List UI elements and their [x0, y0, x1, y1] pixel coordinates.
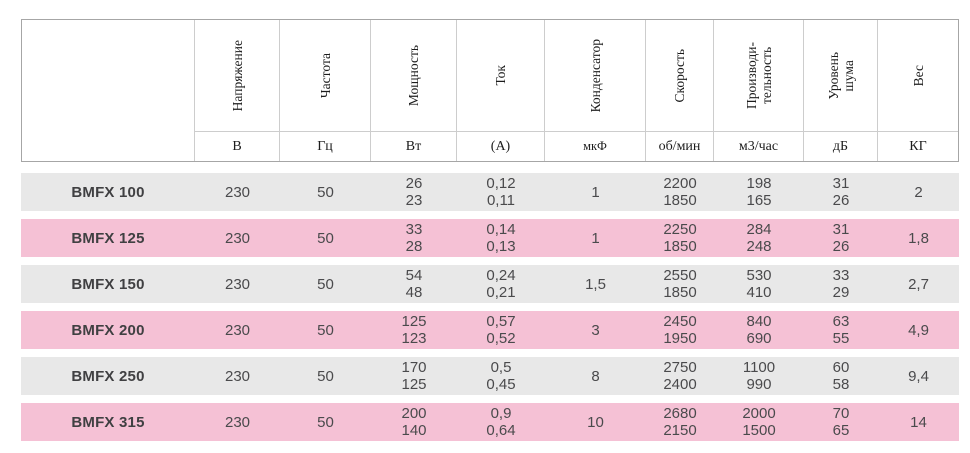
unit-frequency: Гц — [280, 132, 371, 161]
column-header-weight: Вес — [878, 20, 958, 132]
column-header-current: Ток — [457, 20, 545, 132]
bmfx-spec-table: Напряжение Частота Мощность Ток Конденса… — [21, 19, 959, 449]
value-cell: 2450 1950 — [663, 313, 697, 347]
unit-capacitor: мкФ — [545, 132, 646, 161]
table-row-bmfx-125: BMFX 125 230 50 33 28 0,14 0,13 1 2250 1… — [21, 219, 959, 257]
column-header-label: Ток — [493, 65, 508, 86]
value-cell: 10 — [587, 413, 604, 431]
value-cell: 0,5 0,45 — [486, 359, 516, 393]
value-cell: 50 — [317, 275, 334, 293]
column-header-label: Вес — [910, 64, 926, 87]
value-cell: 200 140 — [401, 405, 427, 439]
value-cell: 31 26 — [832, 221, 850, 255]
value-cell: 1100 990 — [742, 359, 776, 393]
column-header-label: Конденсатор — [587, 38, 603, 113]
column-header-airflow: Производи- тельность — [714, 20, 804, 132]
value-cell: 2680 2150 — [663, 405, 697, 439]
value-cell: 63 55 — [832, 313, 850, 347]
value-cell: 8 — [591, 367, 600, 385]
value-cell: 4,9 — [908, 321, 929, 339]
value-cell: 31 26 — [832, 175, 850, 209]
value-cell: 230 — [224, 183, 251, 201]
value-cell: 230 — [224, 229, 251, 247]
column-header-label: Уровень шума — [825, 51, 856, 100]
unit-noise: дБ — [804, 132, 878, 161]
value-cell: 2750 2400 — [663, 359, 697, 393]
value-cell: 1,5 — [585, 275, 606, 293]
value-cell: 14 — [910, 413, 927, 431]
value-cell: 0,24 0,21 — [486, 267, 516, 301]
value-cell: 2 — [914, 183, 923, 201]
unit-weight: КГ — [909, 138, 927, 154]
column-header-label: Напряжение — [229, 39, 245, 112]
model-cell: BMFX 150 — [71, 275, 145, 293]
value-cell: 2,7 — [908, 275, 929, 293]
model-cell: BMFX 125 — [71, 229, 145, 247]
column-header-label: Мощность — [406, 44, 421, 107]
model-cell: BMFX 200 — [71, 321, 145, 339]
model-cell: BMFX 315 — [71, 413, 145, 431]
value-cell: 0,14 0,13 — [486, 221, 516, 255]
value-cell: 230 — [224, 367, 251, 385]
table-header: Напряжение Частота Мощность Ток Конденса… — [21, 19, 959, 162]
value-cell: 0,57 0,52 — [486, 313, 516, 347]
value-cell: 50 — [317, 183, 334, 201]
value-cell: 1 — [591, 229, 600, 247]
column-header-speed: Скорость — [646, 20, 714, 132]
value-cell: 60 58 — [832, 359, 850, 393]
value-cell: 230 — [224, 413, 251, 431]
value-cell: 2200 1850 — [663, 175, 697, 209]
value-cell: 2250 1850 — [663, 221, 697, 255]
value-cell: 530 410 — [746, 267, 772, 301]
table-body: BMFX 100 230 50 26 23 0,12 0,11 1 2200 1… — [21, 173, 959, 441]
table-row-bmfx-250: BMFX 250 230 50 170 125 0,5 0,45 8 2750 … — [21, 357, 959, 395]
value-cell: 50 — [317, 229, 334, 247]
table-row-bmfx-100: BMFX 100 230 50 26 23 0,12 0,11 1 2200 1… — [21, 173, 959, 211]
unit-speed: об/мин — [646, 132, 714, 161]
unit-current: (А) — [457, 132, 545, 161]
value-cell: 198 165 — [746, 175, 772, 209]
unit-power: Вт — [371, 132, 457, 161]
value-cell: 26 23 — [405, 175, 423, 209]
table-row-bmfx-200: BMFX 200 230 50 125 123 0,57 0,52 3 2450… — [21, 311, 959, 349]
value-cell: 0,9 0,64 — [486, 405, 516, 439]
unit-voltage: В — [195, 132, 280, 161]
value-cell: 33 28 — [405, 221, 423, 255]
value-cell: 284 248 — [746, 221, 772, 255]
table-row-bmfx-150: BMFX 150 230 50 54 48 0,24 0,21 1,5 2550… — [21, 265, 959, 303]
value-cell: 230 — [224, 321, 251, 339]
value-cell: 9,4 — [908, 367, 929, 385]
value-cell: 50 — [317, 367, 334, 385]
column-header-noise: Уровень шума — [804, 20, 878, 132]
value-cell: 50 — [317, 321, 334, 339]
value-cell: 2550 1850 — [663, 267, 697, 301]
header-empty-cell — [22, 20, 195, 161]
model-cell: BMFX 250 — [71, 367, 145, 385]
value-cell: 1 — [591, 183, 600, 201]
value-cell: 70 65 — [832, 405, 850, 439]
column-header-label: Скорость — [672, 48, 687, 103]
value-cell: 230 — [224, 275, 251, 293]
value-cell: 125 123 — [401, 313, 427, 347]
column-header-label: Частота — [317, 52, 333, 99]
value-cell: 0,12 0,11 — [486, 175, 516, 209]
value-cell: 840 690 — [746, 313, 772, 347]
value-cell: 3 — [591, 321, 600, 339]
column-header-frequency: Частота — [280, 20, 371, 132]
value-cell: 50 — [317, 413, 334, 431]
column-header-capacitor: Конденсатор — [545, 20, 646, 132]
value-cell: 54 48 — [405, 267, 423, 301]
value-cell: 170 125 — [401, 359, 427, 393]
column-header-label: Производи- тельность — [743, 41, 774, 110]
table-row-bmfx-315: BMFX 315 230 50 200 140 0,9 0,64 10 2680… — [21, 403, 959, 441]
unit-airflow: м3/час — [714, 132, 804, 161]
column-header-power: Мощность — [371, 20, 457, 132]
value-cell: 1,8 — [908, 229, 929, 247]
model-cell: BMFX 100 — [71, 183, 145, 201]
value-cell: 2000 1500 — [742, 405, 776, 439]
value-cell: 33 29 — [832, 267, 850, 301]
column-header-voltage: Напряжение — [195, 20, 280, 132]
